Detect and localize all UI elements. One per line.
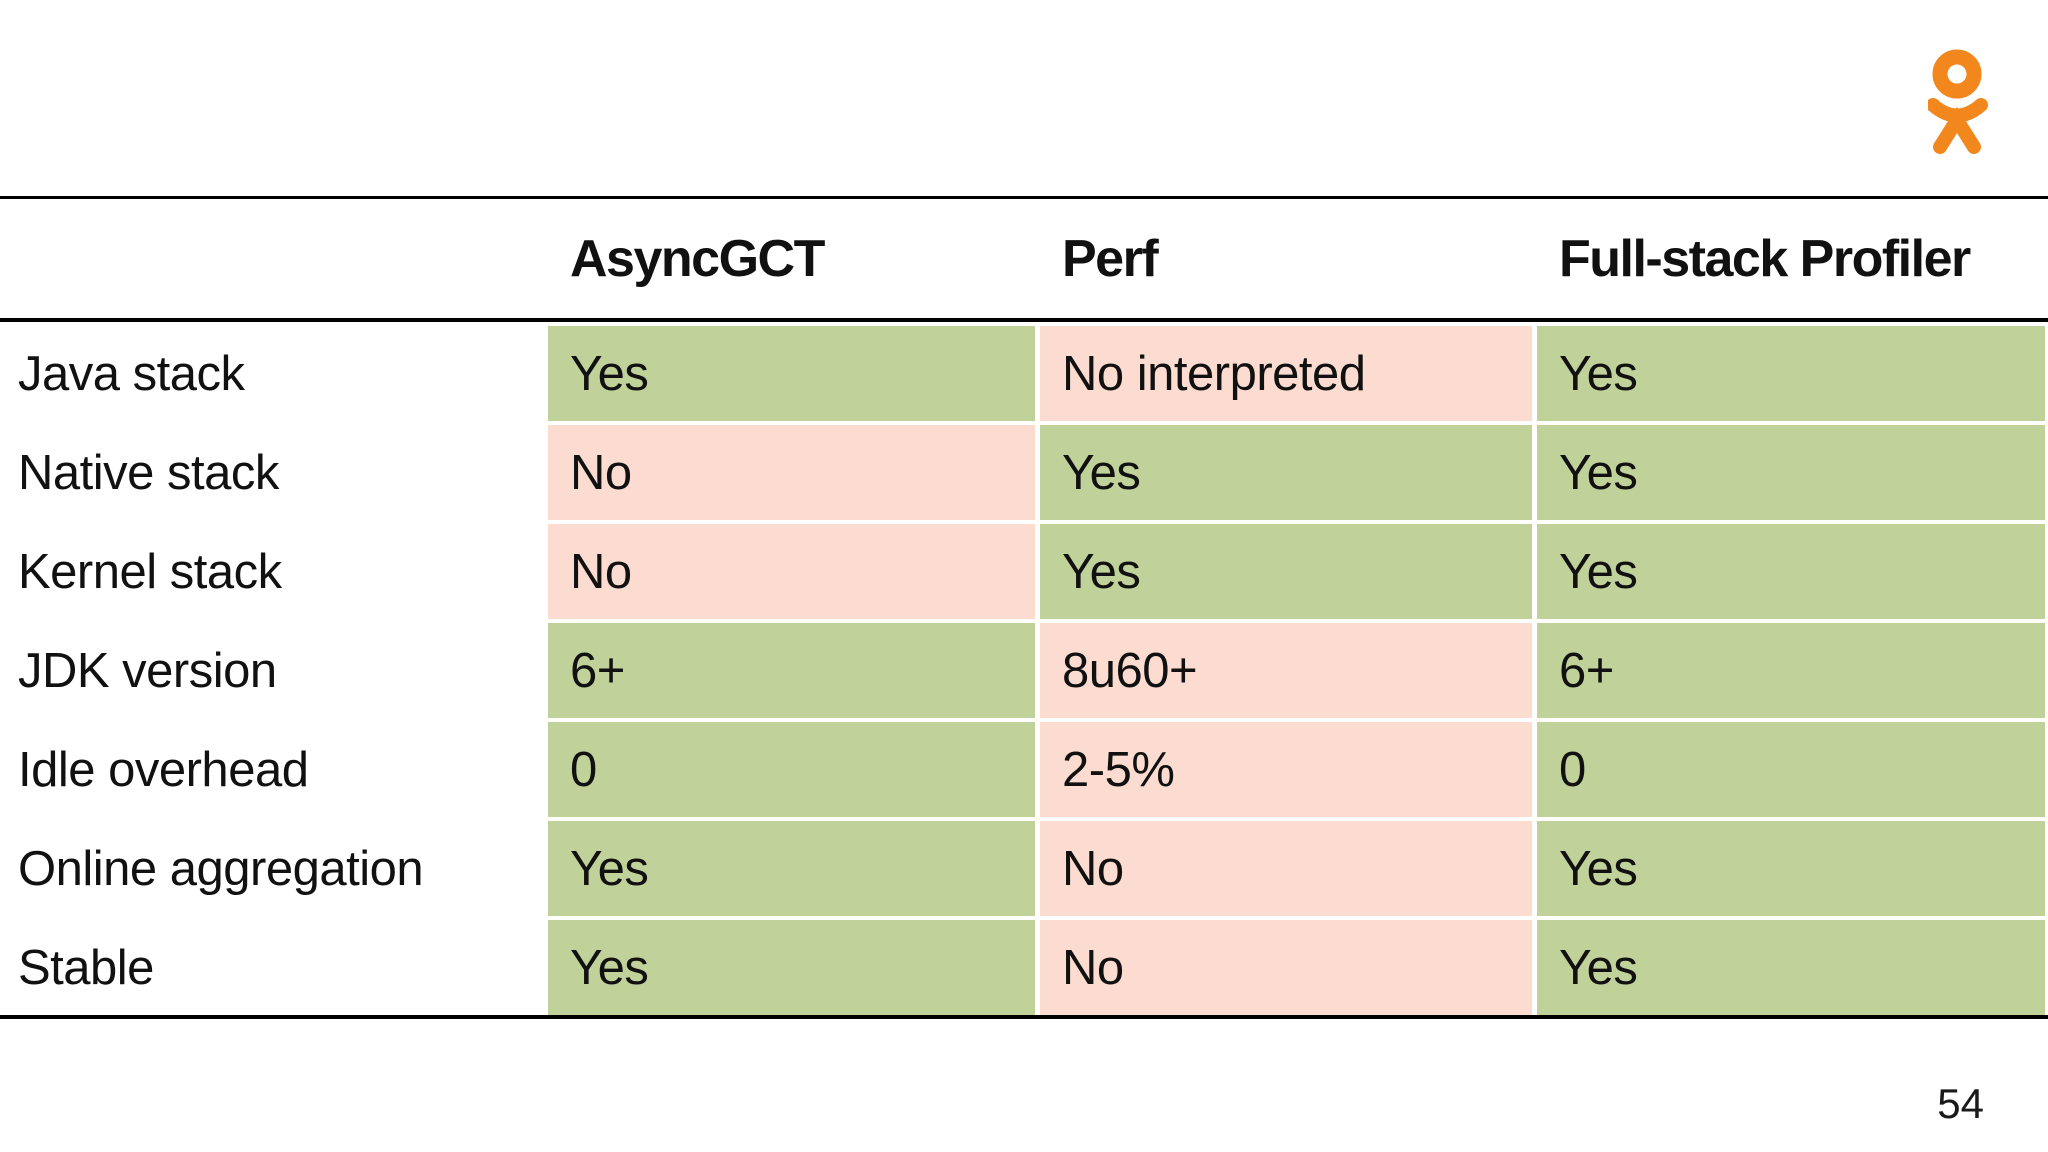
top-rule [0,196,2048,199]
ok-logo-icon [1928,49,1988,154]
table-cell: Yes [1537,920,2045,1015]
table-cell: No interpreted [1040,326,1532,421]
table-cell: No [1040,920,1532,1015]
row-label: Java stack [0,326,543,421]
row-label: Native stack [0,425,543,520]
table-cell: No [1040,821,1532,916]
comparison-table-header: AsyncGCT Perf Full-stack Profiler [0,199,2048,318]
column-header-full-stack-profiler: Full-stack Profiler [1559,229,1971,288]
table-cell: Yes [548,920,1035,1015]
table-cell: Yes [1537,326,2045,421]
page-number: 54 [1937,1080,1984,1127]
table-cell: No [548,425,1035,520]
table-cell: 6+ [1537,623,2045,718]
column-header-perf: Perf [1062,229,1159,288]
table-cell: Yes [1537,821,2045,916]
table-cell: Yes [548,821,1035,916]
row-label: Idle overhead [0,722,543,817]
table-cell: 2-5% [1040,722,1532,817]
row-label: Kernel stack [0,524,543,619]
row-label: Stable [0,920,543,1015]
row-label: JDK version [0,623,543,718]
header-rule [0,318,2048,322]
table-cell: Yes [1040,425,1532,520]
table-cell: No [548,524,1035,619]
table-cell: Yes [1537,524,2045,619]
row-label-column-header [0,199,543,318]
table-cell: 0 [548,722,1035,817]
table-cell: Yes [1040,524,1532,619]
comparison-table: Java stack Yes No interpreted Yes Native… [0,326,2048,1015]
table-cell: Yes [548,326,1035,421]
column-header-asyncgct: AsyncGCT [570,229,825,288]
table-cell: 6+ [548,623,1035,718]
row-label: Online aggregation [0,821,543,916]
bottom-rule [0,1015,2048,1019]
table-cell: 0 [1537,722,2045,817]
table-cell: 8u60+ [1040,623,1532,718]
table-cell: Yes [1537,425,2045,520]
